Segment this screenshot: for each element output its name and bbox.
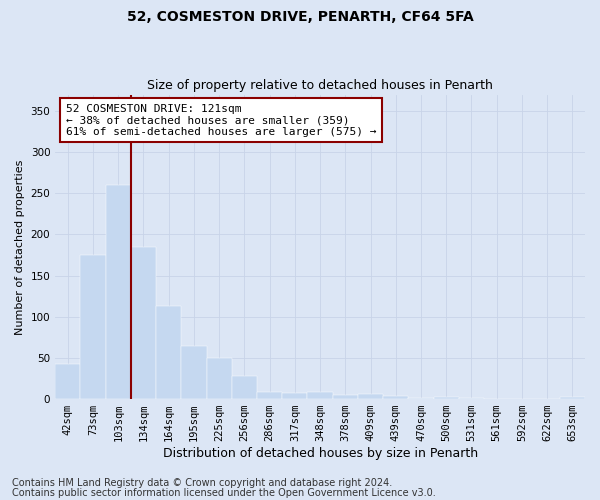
Bar	[282, 394, 307, 399]
Bar	[307, 392, 332, 399]
X-axis label: Distribution of detached houses by size in Penarth: Distribution of detached houses by size …	[163, 447, 478, 460]
Bar	[257, 392, 282, 399]
Text: 52 COSMESTON DRIVE: 121sqm
← 38% of detached houses are smaller (359)
61% of sem: 52 COSMESTON DRIVE: 121sqm ← 38% of deta…	[66, 104, 376, 137]
Text: Contains public sector information licensed under the Open Government Licence v3: Contains public sector information licen…	[12, 488, 436, 498]
Title: Size of property relative to detached houses in Penarth: Size of property relative to detached ho…	[147, 79, 493, 92]
Bar	[55, 364, 80, 399]
Bar	[181, 346, 206, 399]
Bar	[434, 396, 459, 399]
Bar	[80, 255, 106, 399]
Text: Contains HM Land Registry data © Crown copyright and database right 2024.: Contains HM Land Registry data © Crown c…	[12, 478, 392, 488]
Bar	[383, 396, 409, 399]
Bar	[156, 306, 181, 399]
Bar	[409, 398, 434, 399]
Bar	[358, 394, 383, 399]
Bar	[131, 247, 156, 399]
Text: 52, COSMESTON DRIVE, PENARTH, CF64 5FA: 52, COSMESTON DRIVE, PENARTH, CF64 5FA	[127, 10, 473, 24]
Bar	[206, 358, 232, 399]
Bar	[106, 185, 131, 399]
Bar	[332, 395, 358, 399]
Y-axis label: Number of detached properties: Number of detached properties	[15, 159, 25, 334]
Bar	[232, 376, 257, 399]
Bar	[459, 398, 484, 399]
Bar	[560, 398, 585, 399]
